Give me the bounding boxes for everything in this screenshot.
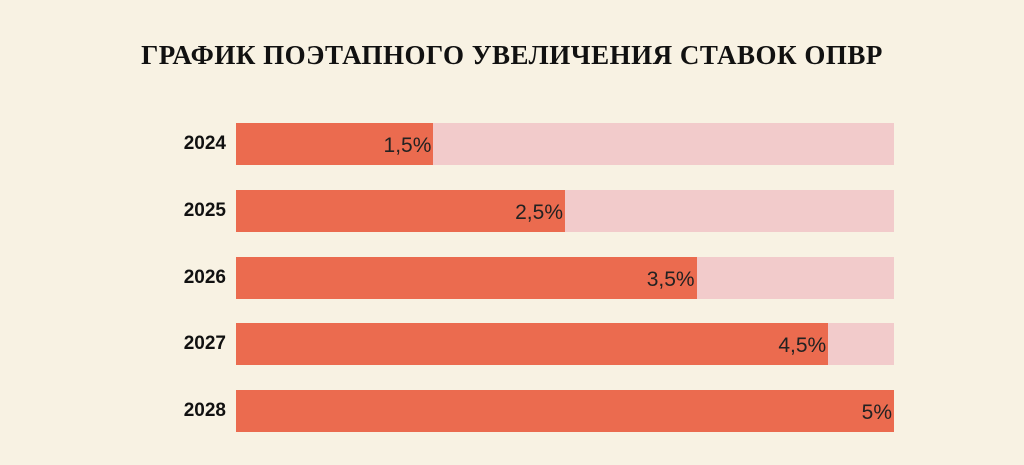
bar-fill <box>236 190 565 232</box>
bar-track: 2,5% <box>236 190 894 232</box>
value-label: 5% <box>861 401 892 424</box>
value-label: 4,5% <box>778 334 827 357</box>
bar-row: 2027 4,5% <box>0 323 1024 365</box>
bar-track: 1,5% <box>236 123 894 165</box>
value-label: 3,5% <box>646 268 695 291</box>
bar-row: 2028 5% <box>0 390 1024 432</box>
bar-row: 2024 1,5% <box>0 123 1024 165</box>
bar-row: 2025 2,5% <box>0 190 1024 232</box>
year-label: 2025 <box>183 200 226 221</box>
chart-title: ГРАФИК ПОЭТАПНОГО УВЕЛИЧЕНИЯ СТАВОК ОПВР <box>141 40 883 70</box>
year-label: 2028 <box>183 400 226 421</box>
bar-fill <box>236 123 434 165</box>
value-label: 2,5% <box>515 201 563 224</box>
bar-fill <box>236 323 829 365</box>
bar-row: 2026 3,5% <box>0 257 1024 299</box>
year-label: 2024 <box>183 133 226 154</box>
year-label: 2027 <box>183 333 226 354</box>
year-label: 2026 <box>183 267 226 288</box>
bar-fill <box>236 390 894 432</box>
bar-track: 5% <box>236 390 894 432</box>
bar-track: 4,5% <box>236 323 894 365</box>
value-label: 1,5% <box>383 134 432 157</box>
bar-track: 3,5% <box>236 257 894 299</box>
bar-fill <box>236 257 697 299</box>
